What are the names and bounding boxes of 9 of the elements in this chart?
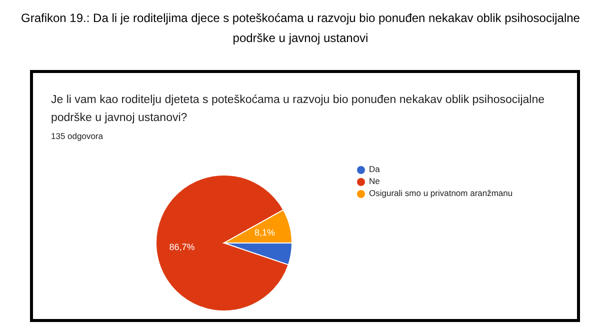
data-label: 8,1%: [254, 227, 276, 238]
chart-title: Grafikon 19.: Da li je roditeljima djece s poteškoćama u razvoju bio ponuđen nekakav oblik psihosocijalne podrške u javnoj ustanovi: [20, 10, 581, 47]
legend-label: Ne: [369, 176, 380, 186]
pie-slice: [156, 174, 289, 312]
text: 135 odgovora: [51, 131, 103, 141]
data-label: 86,7%: [169, 242, 195, 252]
legend-label: Da: [369, 164, 380, 174]
chart-subtitle: Je li vam kao roditelju djeteta s poteškoćama u razvoju bio ponuđen nekakav oblik psihosocijalne podrške u javnoj ustanovi?: [51, 93, 546, 126]
legend-label: Osigurali smo u privatnom aranžmanu: [369, 188, 513, 198]
